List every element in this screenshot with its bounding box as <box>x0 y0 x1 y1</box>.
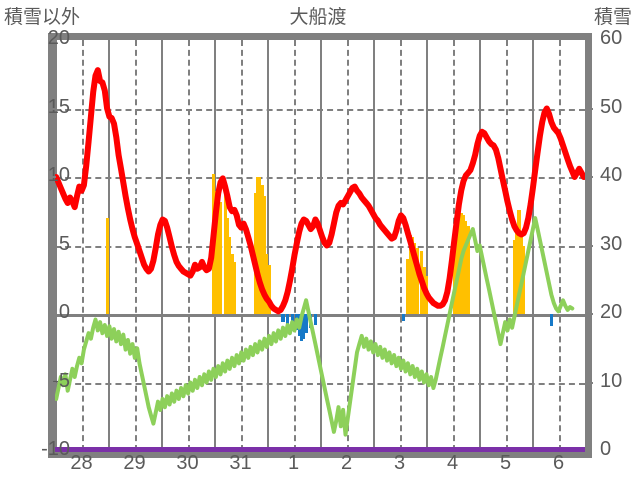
gridline-vertical-dashed <box>187 40 190 451</box>
x-axis-tick: 3 <box>393 452 406 474</box>
precipitation-bar <box>415 248 419 314</box>
precipitation-bar <box>461 215 466 314</box>
snowfall-bar <box>281 314 285 323</box>
right-axis-title: 積雪 <box>593 7 632 28</box>
precipitation-bar <box>214 190 218 314</box>
x-axis-tick: 29 <box>123 452 146 474</box>
axis-tick-mark <box>48 313 56 315</box>
axis-tick-mark <box>48 176 56 178</box>
precipitation-bar <box>411 237 415 314</box>
snowfall-bar <box>299 314 304 342</box>
gridline-vertical-day <box>161 40 163 451</box>
precipitation-bar <box>515 229 519 314</box>
gridline-vertical-day <box>373 40 375 451</box>
gridline-vertical-dashed <box>558 40 561 451</box>
axis-tick-mark <box>585 313 593 315</box>
y-axis-tick-left: 15 <box>47 95 70 118</box>
y-axis-tick-right: 40 <box>600 164 623 186</box>
snowfall-bar <box>313 314 317 325</box>
precipitation-bar <box>466 226 470 314</box>
precipitation-bar <box>225 218 229 314</box>
gridline-vertical-day <box>267 40 269 451</box>
axis-tick-mark <box>48 244 56 247</box>
precipitation-bar <box>230 253 234 314</box>
precipitation-bar <box>512 240 516 314</box>
y-axis-tick-left: 0 <box>58 301 70 323</box>
snowfall-bar <box>549 314 553 327</box>
gridline-vertical-day <box>320 40 322 451</box>
precipitation-bar <box>519 231 523 314</box>
precipitation-bar <box>216 207 220 314</box>
precipitation-bar <box>260 185 264 314</box>
y-axis-tick-left: -5 <box>52 369 70 392</box>
gridline-vertical-dashed <box>346 40 349 451</box>
gridline-vertical-day <box>108 40 110 451</box>
x-axis-tick: 1 <box>287 452 300 474</box>
snow-depth-baseline <box>55 447 585 452</box>
precipitation-bar <box>232 261 236 314</box>
gridline-vertical-dashed <box>81 40 84 451</box>
snowfall-bar <box>290 314 294 324</box>
gridline-vertical-dashed <box>505 40 508 451</box>
precipitation-bar <box>413 242 417 314</box>
y-axis-tick-right: 20 <box>600 301 623 323</box>
x-axis-tick: 30 <box>176 452 199 474</box>
chart-inner-canvas <box>55 40 585 451</box>
axis-tick-mark <box>585 381 593 384</box>
snowfall-bar <box>304 314 308 334</box>
axis-tick-mark <box>585 107 593 110</box>
dewpoint-line <box>55 216 575 437</box>
x-axis-tick: 5 <box>499 452 512 474</box>
x-axis-tick: 4 <box>446 452 459 474</box>
precipitation-bar <box>464 220 468 314</box>
precipitation-bar <box>255 177 260 314</box>
axis-tick-mark <box>585 176 593 178</box>
gridline-vertical-dashed <box>240 40 243 451</box>
gridline-vertical-day <box>532 40 534 451</box>
y-axis-tick-left: 20 <box>47 27 70 49</box>
axis-tick-mark <box>48 107 56 110</box>
chart-title: 大船渡 <box>289 7 347 28</box>
x-axis-tick: 2 <box>340 452 353 474</box>
precipitation-bar <box>406 259 410 314</box>
y-axis-tick-right: 0 <box>600 438 612 460</box>
y-axis-tick-right: 30 <box>600 232 623 255</box>
precipitation-bar <box>262 196 266 314</box>
series-layer <box>55 67 585 437</box>
x-axis-tick: 31 <box>229 452 252 474</box>
precipitation-bar <box>267 264 271 314</box>
y-axis-tick-left: 5 <box>58 232 70 255</box>
y-axis-tick-right: 10 <box>600 369 623 392</box>
snowfall-bar <box>302 314 306 339</box>
x-axis-tick: 6 <box>552 452 565 474</box>
precipitation-bar <box>218 201 223 314</box>
y-axis-tick-right: 50 <box>600 95 623 118</box>
y-axis-tick-left: 10 <box>47 164 70 186</box>
x-axis-tick: 28 <box>70 452 93 474</box>
y-axis-tick-right: 60 <box>600 27 623 49</box>
precipitation-bar <box>408 234 412 314</box>
precipitation-bar <box>223 185 227 314</box>
precipitation-bar <box>454 220 459 314</box>
gridline-vertical-day <box>55 40 57 451</box>
precipitation-bar <box>517 209 521 314</box>
temperature-line <box>55 67 585 315</box>
gridline-vertical-dashed <box>399 40 402 451</box>
snowfall-bar <box>401 314 405 321</box>
snowfall-bar <box>286 314 290 325</box>
precipitation-bar <box>258 177 262 314</box>
precipitation-bar <box>105 218 109 314</box>
axis-tick-mark <box>585 244 593 247</box>
axis-tick-mark <box>48 381 56 384</box>
precipitation-bar <box>228 237 232 314</box>
y-axis-tick-left: -10 <box>41 438 70 460</box>
left-axis-title: 積雪以外 <box>4 7 81 28</box>
precipitation-bar <box>265 253 269 314</box>
gridline-vertical-day <box>426 40 428 451</box>
